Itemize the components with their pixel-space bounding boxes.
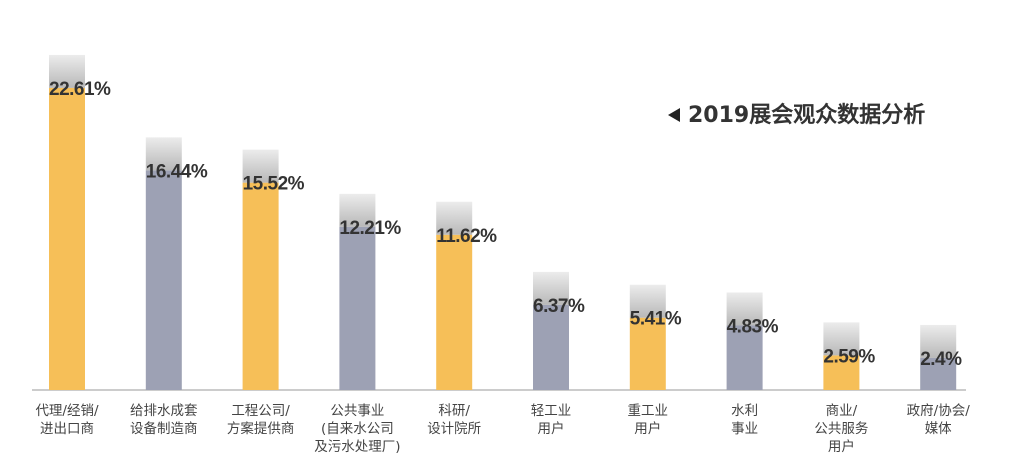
bar [242, 182, 279, 390]
bar [145, 170, 182, 390]
bar [726, 325, 763, 390]
bar-cap [726, 292, 763, 326]
bar [920, 357, 957, 390]
x-tick-label: 公共事业 [330, 403, 384, 419]
x-tick-label: 用户 [538, 420, 565, 437]
bar [629, 317, 666, 390]
bar-cap [242, 149, 279, 183]
x-tick-label: 科研/ [438, 403, 470, 419]
value-label: 16.44% [146, 161, 208, 182]
bar [339, 226, 376, 390]
x-tick-label: 媒体 [925, 421, 952, 437]
x-tick-label: 用户 [634, 420, 661, 437]
chart-title: 2019展会观众数据分析 [688, 102, 925, 128]
value-label: 15.52% [243, 174, 305, 195]
x-tick-label: 事业 [731, 421, 758, 437]
value-label: 2.4% [920, 349, 962, 370]
x-tick-label: 工程公司/ [231, 403, 290, 419]
x-tick-label: 设计院所 [427, 421, 481, 437]
value-label: 2.59% [823, 346, 875, 367]
value-label: 22.61% [49, 79, 111, 100]
bar-cap [339, 193, 376, 227]
bar [436, 234, 473, 390]
x-tick-label: 进出口商 [40, 421, 94, 437]
value-label: 5.41% [630, 309, 682, 330]
bar-cap [49, 54, 85, 88]
x-tick-label: 重工业 [628, 403, 669, 419]
bar [533, 304, 569, 390]
x-tick-label: 给排水成套 [130, 403, 198, 419]
value-label: 6.37% [533, 296, 585, 317]
bar-cap [920, 324, 957, 358]
x-tick-label: 政府/协会/ [907, 403, 971, 419]
x-tick-label: 及污水处理厂) [314, 439, 400, 455]
x-tick-label: 方案提供商 [227, 420, 295, 437]
value-label: 12.21% [339, 218, 401, 239]
bar [49, 87, 85, 391]
value-label: 4.83% [727, 316, 779, 337]
x-tick-label: 公共服务 [814, 421, 868, 437]
bar [823, 355, 860, 390]
x-tick-label: 轻工业 [531, 403, 572, 419]
x-tick-label: 用户 [828, 438, 855, 455]
x-tick-label: (自来水公司 [321, 421, 394, 437]
x-tick-label: 代理/经销/ [35, 403, 99, 419]
bar-cap [823, 322, 860, 356]
x-tick-label: 水利 [731, 403, 758, 419]
value-label: 11.62% [436, 226, 497, 247]
x-tick-label: 设备制造商 [130, 420, 198, 437]
title-marker [668, 108, 680, 122]
bar-cap [145, 137, 182, 171]
bar-cap [533, 271, 569, 305]
x-tick-label: 商业/ [826, 403, 858, 419]
bar-cap [436, 201, 473, 235]
bar-cap [629, 284, 666, 318]
